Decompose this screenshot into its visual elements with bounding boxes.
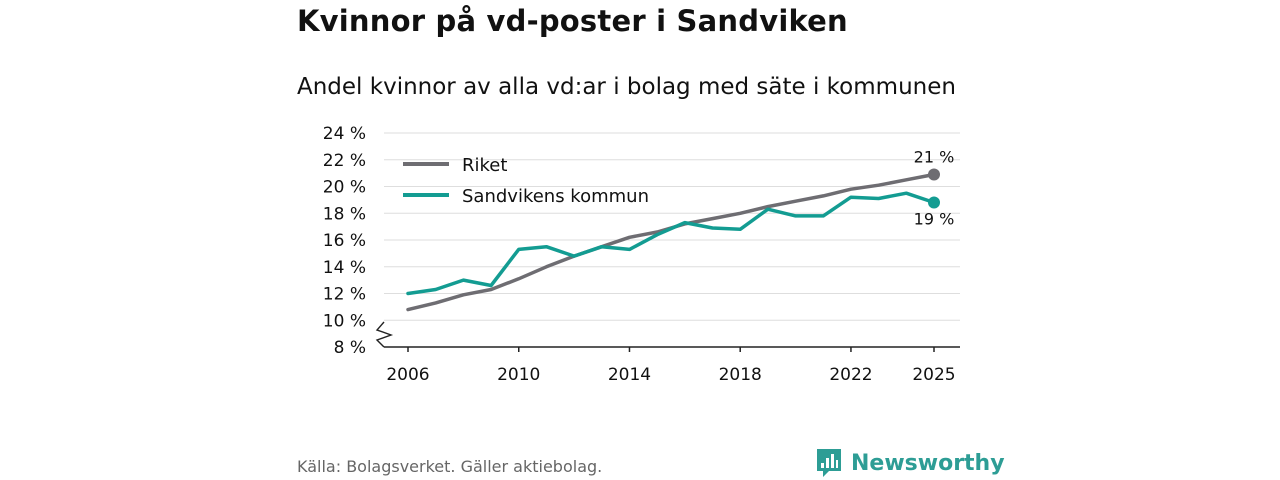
chart-title: Kvinnor på vd-poster i Sandviken (297, 4, 848, 38)
series-lines (406, 168, 940, 312)
y-axis-ticks: 8 % 10 % 12 % 14 % 16 % 18 % 20 % 22 % 24 % (323, 124, 366, 358)
y-tick-label: 12 % (323, 285, 366, 305)
end-label-riket: 21 % (914, 147, 955, 166)
axis-break-zigzag (375, 321, 394, 348)
series-endpoint-riket (928, 168, 940, 181)
end-labels: 21 % 19 % (914, 147, 955, 228)
source-note: Källa: Bolagsverket. Gäller aktiebolag. (297, 457, 603, 476)
line-chart: 8 % 10 % 12 % 14 % 16 % 18 % 20 % 22 % 24 % 2006… (323, 124, 960, 385)
legend: Riket Sandvikens kommun (403, 155, 649, 207)
legend-label: Sandvikens kommun (462, 186, 649, 207)
x-tick-label: 2006 (386, 365, 429, 385)
x-tick-label: 2022 (829, 365, 872, 385)
y-tick-label: 10 % (323, 311, 366, 331)
series-line-sandvikens-kommun (406, 191, 936, 296)
y-tick-label: 16 % (323, 231, 366, 251)
x-tick-label: 2014 (608, 365, 651, 385)
legend-label: Riket (462, 155, 507, 176)
x-axis: 2006 2010 2014 2018 2022 2025 (384, 346, 960, 385)
y-tick-label: 20 % (323, 178, 366, 198)
end-label-sandviken: 19 % (914, 210, 955, 229)
y-tick-label: 14 % (323, 258, 366, 278)
x-tick-label: 2018 (719, 365, 762, 385)
newsworthy-logo-icon (817, 449, 841, 477)
series-endpoint-sandvikens-kommun (928, 196, 940, 209)
brand-name: Newsworthy (851, 450, 1005, 476)
y-tick-label: 24 % (323, 124, 366, 144)
y-tick-label: 18 % (323, 204, 366, 224)
x-tick-label: 2010 (497, 365, 540, 385)
grid-lines (384, 132, 960, 321)
chart-subtitle: Andel kvinnor av alla vd:ar i bolag med … (297, 74, 956, 100)
y-tick-label: 22 % (323, 151, 366, 171)
brand-logo[interactable]: Newsworthy (815, 447, 1005, 479)
y-tick-label: 8 % (334, 338, 366, 358)
axis-break-icon (375, 321, 394, 348)
x-tick-label: 2025 (912, 365, 955, 385)
